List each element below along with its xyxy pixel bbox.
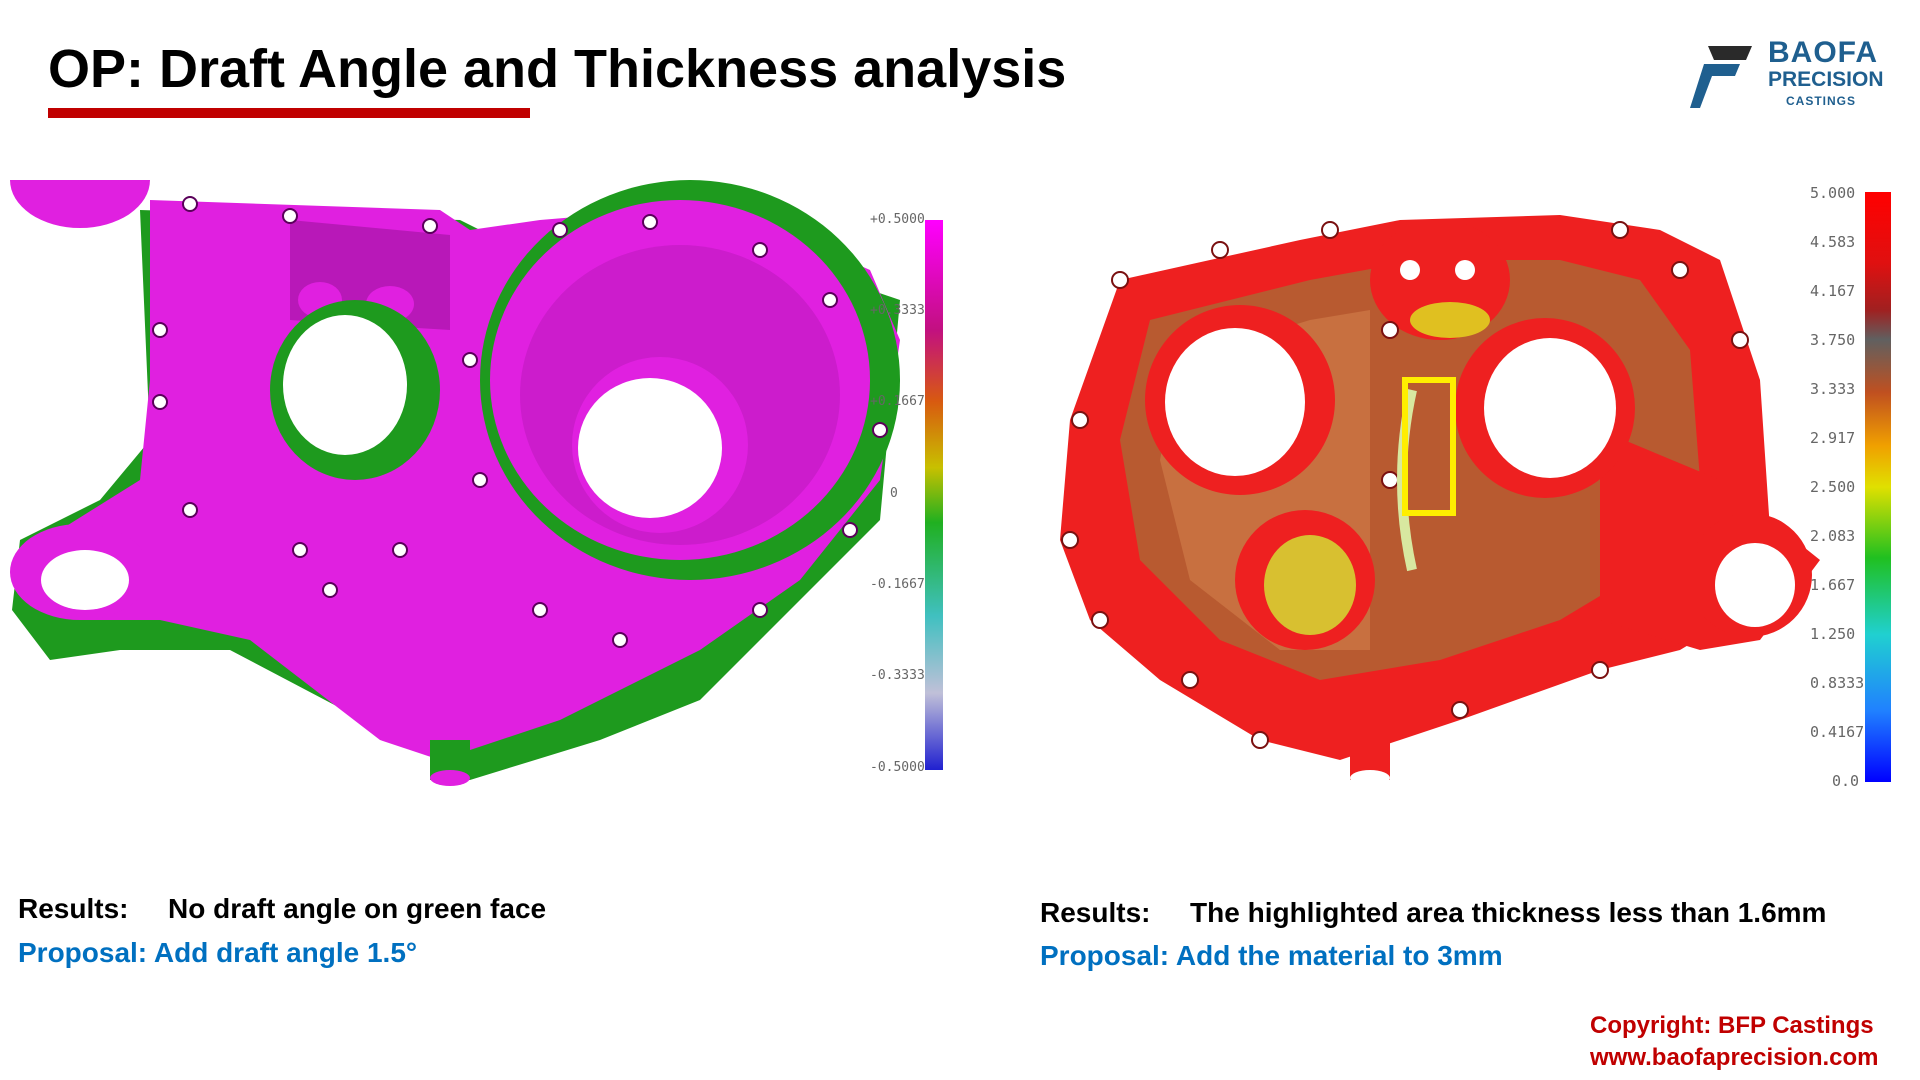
title-underline — [48, 108, 530, 118]
thickness-color-scale-bar — [1865, 192, 1891, 782]
highlight-box — [1402, 377, 1456, 516]
thickness-scale-label: 1.667 — [1810, 576, 1856, 594]
company-logo: BAOFA PRECISION CASTINGS — [1690, 36, 1900, 116]
thickness-scale-label: 0.8333 — [1810, 674, 1865, 692]
right-proposal: Proposal: Add the material to 3mm — [1040, 940, 1503, 971]
thickness-scale-label: 3.750 — [1810, 331, 1856, 349]
thickness-scale-label: 2.083 — [1810, 527, 1856, 545]
thickness-scale-label: 0.4167 — [1810, 723, 1865, 741]
left-results-line: Results: No draft angle on green face — [18, 893, 546, 925]
draft-angle-panel: +0.5000 +0.3333 +0.1667 0 -0.1667 -0.333… — [0, 132, 960, 800]
logo-mark-icon — [1690, 46, 1752, 108]
thickness-scale-label: 5.000 — [1810, 184, 1856, 202]
thickness-scale-label: 1.250 — [1810, 625, 1856, 643]
right-results-text: The highlighted area thickness less than… — [1190, 897, 1827, 928]
copyright-block: Copyright: BFP Castings www.baofaprecisi… — [1590, 1010, 1879, 1074]
thickness-scale-label: 4.167 — [1810, 282, 1856, 300]
thickness-scale-label: 0.0 — [1832, 772, 1860, 790]
thickness-scale-label: 2.500 — [1810, 478, 1856, 496]
draft-scale-label: -0.5000 — [870, 760, 925, 775]
thickness-scale-labels: 5.000 4.583 4.167 3.750 3.333 2.917 2.50… — [1810, 184, 1870, 790]
draft-scale-label: +0.5000 — [870, 212, 925, 227]
draft-scale-label: +0.3333 — [870, 303, 925, 318]
draft-color-scale-bar — [925, 220, 943, 770]
thickness-scale-label: 3.333 — [1810, 380, 1856, 398]
thickness-scale-label: 2.917 — [1810, 429, 1856, 447]
logo-text-precision: PRECISION — [1768, 68, 1884, 91]
draft-scale-labels: +0.5000 +0.3333 +0.1667 0 -0.1667 -0.333… — [870, 212, 930, 780]
logo-text-baofa: BAOFA — [1768, 36, 1878, 69]
left-proposal: Proposal: Add draft angle 1.5° — [18, 937, 418, 968]
draft-angle-render-image — [10, 132, 900, 786]
page-title: OP: Draft Angle and Thickness analysis — [48, 39, 1067, 99]
draft-scale-label: -0.1667 — [870, 577, 925, 592]
logo-text-castings: CASTINGS — [1786, 94, 1857, 108]
draft-scale-label: +0.1667 — [870, 394, 925, 409]
thickness-render-image — [1060, 215, 1820, 786]
right-results-label: Results: — [1040, 897, 1151, 928]
thickness-scale-label: 4.583 — [1810, 233, 1856, 251]
draft-scale-label: 0 — [890, 486, 898, 501]
left-results-label: Results: — [18, 893, 129, 924]
thickness-panel: 5.000 4.583 4.167 3.750 3.333 2.917 2.50… — [1040, 180, 1920, 800]
website-link[interactable]: www.baofaprecision.com — [1590, 1044, 1879, 1071]
copyright-text: Copyright: BFP Castings — [1590, 1012, 1874, 1039]
draft-scale-label: -0.3333 — [870, 668, 925, 683]
right-results-line: Results: The highlighted area thickness … — [1040, 897, 1826, 929]
left-results-text: No draft angle on green face — [168, 893, 547, 924]
